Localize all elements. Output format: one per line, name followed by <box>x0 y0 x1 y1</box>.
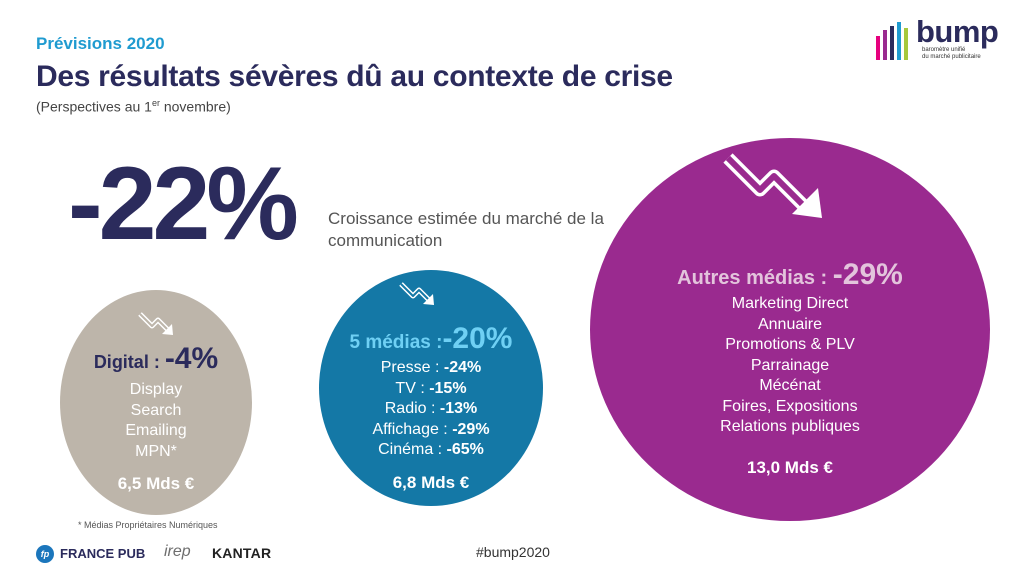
list-item: Parrainage <box>750 356 830 374</box>
page-subtitle: (Perspectives au 1er novembre) <box>36 98 231 115</box>
digital-heading: Digital : -4% <box>60 342 252 376</box>
list-item: Search <box>130 401 182 419</box>
digital-content: Digital : -4% Display Search Emailing MP… <box>60 342 252 494</box>
five-media-label: 5 médias : <box>349 332 443 353</box>
list-item: Display <box>129 381 183 398</box>
item-value: -65% <box>446 441 484 458</box>
kantar-logo: KANTAR <box>212 545 272 561</box>
item-value: -29% <box>452 420 490 438</box>
digital-pct: -4% <box>164 342 219 375</box>
subtitle-superscript: er <box>151 98 160 108</box>
list-item: Radio : -13% <box>319 399 543 420</box>
subtitle-text-end: novembre) <box>159 98 231 115</box>
list-item: Cinéma : -65% <box>319 440 543 461</box>
down-trend-arrow-icon <box>723 153 822 218</box>
list-item: Mécénat <box>759 377 821 394</box>
other-media-list: Marketing Direct Annuaire Promotions & P… <box>590 294 990 438</box>
list-item: Emailing <box>125 422 187 439</box>
logo-bars-icon <box>876 22 908 60</box>
item-name: Affichage : <box>372 420 453 438</box>
logo-tagline: baromètre unifié du marché publicitaire <box>922 47 981 61</box>
france-pub-logo: FRANCE PUB <box>60 546 146 561</box>
headline-value: -22% <box>68 146 299 262</box>
list-item: Promotions & PLV <box>725 336 855 353</box>
list-item: Foires, Expositions <box>722 397 858 415</box>
irep-logo: irep <box>164 543 191 560</box>
footnote: * Médias Propriétaires Numériques <box>78 520 218 530</box>
five-media-list: Presse : -24% TV : -15% Radio : -13% Aff… <box>319 358 543 461</box>
list-item: Marketing Direct <box>731 295 849 312</box>
five-media-heading: 5 médias :-20% <box>319 322 543 356</box>
list-item: MPN* <box>135 442 177 460</box>
item-name: Presse : <box>380 359 444 376</box>
item-name: Cinéma : <box>378 441 447 458</box>
other-media-heading: Autres médias : -29% <box>590 258 990 292</box>
down-trend-arrow-icon <box>138 312 173 335</box>
item-value: -15% <box>429 379 467 397</box>
five-media-content: 5 médias :-20% Presse : -24% TV : -15% R… <box>319 322 543 493</box>
other-media-pct: -29% <box>832 258 903 291</box>
headline-description: Croissance estimée du marché de la commu… <box>328 209 604 250</box>
page-title: Des résultats sévères dû au contexte de … <box>36 60 673 93</box>
other-media-content: Autres médias : -29% Marketing Direct An… <box>590 258 990 478</box>
list-item: TV : -15% <box>319 379 543 400</box>
list-item: Affichage : -29% <box>319 420 543 441</box>
digital-amount: 6,5 Mds € <box>117 474 195 493</box>
list-item: Relations publiques <box>720 418 860 435</box>
five-media-circle: 5 médias :-20% Presse : -24% TV : -15% R… <box>319 270 543 506</box>
digital-label: Digital : <box>93 352 165 372</box>
five-media-pct: -20% <box>442 322 513 355</box>
item-name: TV : <box>395 379 430 397</box>
logo-tagline-line: du marché publicitaire <box>922 54 981 60</box>
subtitle-text: (Perspectives au 1 <box>36 98 152 115</box>
other-media-circle: Autres médias : -29% Marketing Direct An… <box>590 138 990 521</box>
france-pub-logo-icon: fp <box>36 545 54 563</box>
item-value: -24% <box>443 359 482 376</box>
item-name: Radio : <box>384 400 440 417</box>
down-trend-arrow-icon <box>399 282 434 305</box>
other-media-label: Autres médias : <box>677 267 833 289</box>
item-value: -13% <box>439 400 478 417</box>
list-item: Annuaire <box>757 315 823 333</box>
digital-list: Display Search Emailing MPN* <box>60 380 252 462</box>
hashtag: #bump2020 <box>476 544 550 560</box>
logo-tagline-line: baromètre unifié <box>922 47 966 53</box>
digital-circle: Digital : -4% Display Search Emailing MP… <box>60 290 252 515</box>
page-kicker: Prévisions 2020 <box>36 34 165 53</box>
logo-wordmark: bump <box>916 14 999 49</box>
list-item: Presse : -24% <box>319 358 543 379</box>
five-media-amount: 6,8 Mds € <box>392 472 470 492</box>
other-media-amount: 13,0 Mds € <box>747 457 833 477</box>
